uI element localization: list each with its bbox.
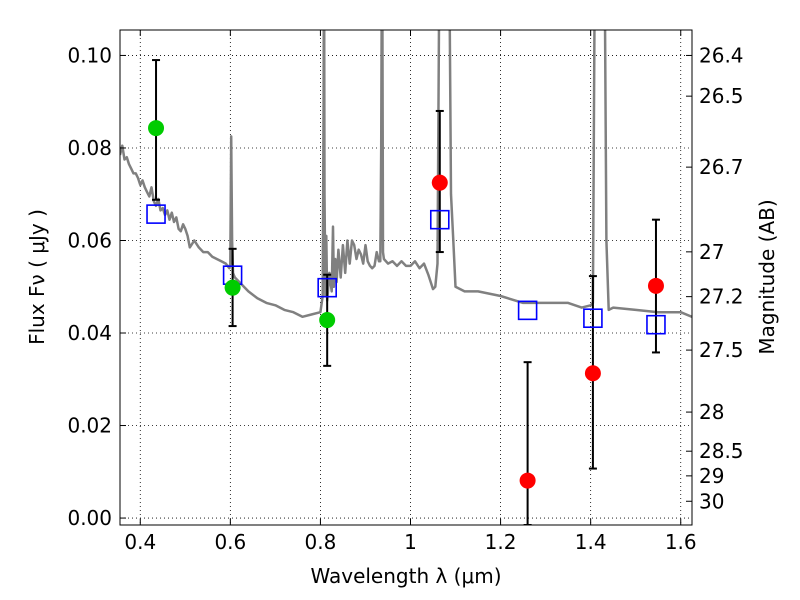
observed-flux-point bbox=[647, 277, 664, 294]
observed-flux-point bbox=[519, 472, 536, 489]
right-tick-label: 30 bbox=[699, 489, 724, 513]
x-tick-label: 1 bbox=[404, 530, 417, 554]
observed-flux-point bbox=[224, 279, 241, 296]
x-tick-label: 0.4 bbox=[124, 530, 156, 554]
x-axis: 0.4 0.6 0.8 1 1.2 1.4 1.6 bbox=[124, 30, 697, 554]
right-tick-label: 26.4 bbox=[699, 43, 744, 67]
x-tick-label: 1.4 bbox=[575, 530, 607, 554]
y-axis-label-right: Magnitude (AB) bbox=[755, 199, 779, 354]
predicted-flux-square bbox=[429, 209, 450, 230]
predicted-flux-layer bbox=[146, 204, 666, 335]
right-tick-label: 27.2 bbox=[699, 285, 744, 309]
predicted-flux-square bbox=[517, 300, 538, 321]
x-tick-label: 0.8 bbox=[305, 530, 337, 554]
predicted-flux-square bbox=[317, 277, 337, 298]
model-spectrum-layer bbox=[120, 30, 692, 319]
predicted-flux-square bbox=[146, 204, 166, 224]
observed-flux-layer bbox=[148, 120, 664, 489]
y-tick-label: 0.10 bbox=[67, 43, 112, 67]
observed-flux-point bbox=[584, 365, 601, 382]
observed-flux-point bbox=[431, 174, 448, 191]
right-tick-label: 26.7 bbox=[699, 155, 744, 179]
x-tick-label: 1.2 bbox=[485, 530, 517, 554]
y-tick-label: 0.00 bbox=[67, 506, 112, 530]
right-tick-label: 29 bbox=[699, 464, 724, 488]
y-axis-label-left: Flux Fν ( μJy ) bbox=[25, 209, 49, 345]
observed-flux-point bbox=[319, 312, 336, 329]
x-axis-label: Wavelength λ (μm) bbox=[310, 564, 501, 588]
plot-frame bbox=[119, 29, 693, 526]
x-tick-label: 1.6 bbox=[665, 530, 697, 554]
right-tick-label: 28 bbox=[699, 400, 724, 424]
right-tick-label: 26.5 bbox=[699, 84, 744, 108]
right-tick-label: 27.5 bbox=[699, 338, 744, 362]
grid-lines bbox=[120, 30, 692, 525]
y-tick-label: 0.04 bbox=[67, 321, 112, 345]
y-axis-left: 0.00 0.02 0.04 0.06 0.08 0.10 bbox=[67, 43, 126, 530]
model-spectrum-line bbox=[120, 30, 692, 319]
observed-flux-point bbox=[148, 120, 165, 137]
predicted-flux-square bbox=[583, 308, 603, 329]
y-tick-label: 0.02 bbox=[67, 414, 112, 438]
x-tick-label: 0.6 bbox=[214, 530, 246, 554]
right-tick-label: 27 bbox=[699, 240, 724, 264]
y-tick-label: 0.08 bbox=[67, 136, 112, 160]
predicted-flux-square bbox=[646, 314, 666, 335]
right-tick-label: 28.5 bbox=[699, 439, 744, 463]
y-tick-label: 0.06 bbox=[67, 228, 112, 252]
